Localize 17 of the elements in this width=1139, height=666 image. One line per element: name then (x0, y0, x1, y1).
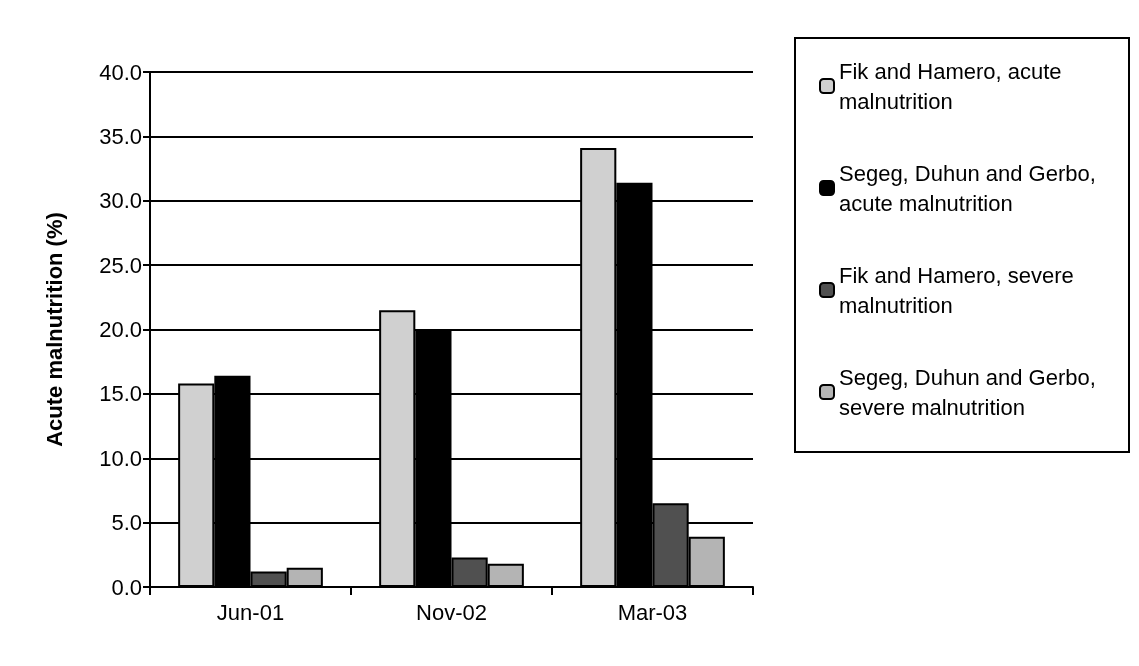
y-tick-label: 5.0 (111, 510, 142, 536)
y-tick-label: 35.0 (99, 123, 142, 149)
legend-label: Fik and Hamero, acute malnutrition (839, 58, 1068, 114)
y-tick-label: 20.0 (99, 317, 142, 342)
y-tick-label: 15.0 (99, 381, 142, 407)
y-tick-label: 0.0 (111, 574, 142, 600)
y-axis-title: Acute malnutrition (%) (41, 212, 67, 447)
y-tick-label: 30.0 (99, 188, 142, 214)
y-tick-label: 25.0 (99, 252, 142, 278)
x-tick-label: Nov-02 (416, 599, 487, 625)
x-tick-label: Mar-03 (617, 599, 688, 625)
legend-label: Segeg, Duhun and Gerbo, acute malnutrition (839, 160, 1102, 216)
y-tick-label: 40.0 (99, 59, 142, 85)
y-tick-label: 10.0 (99, 445, 142, 471)
legend-label: Fik and Hamero, severe malnutrition (839, 262, 1080, 318)
legend-label: Segeg, Duhun and Gerbo, severe malnutrition (839, 364, 1102, 420)
x-tick-label: Jun-01 (216, 599, 285, 625)
